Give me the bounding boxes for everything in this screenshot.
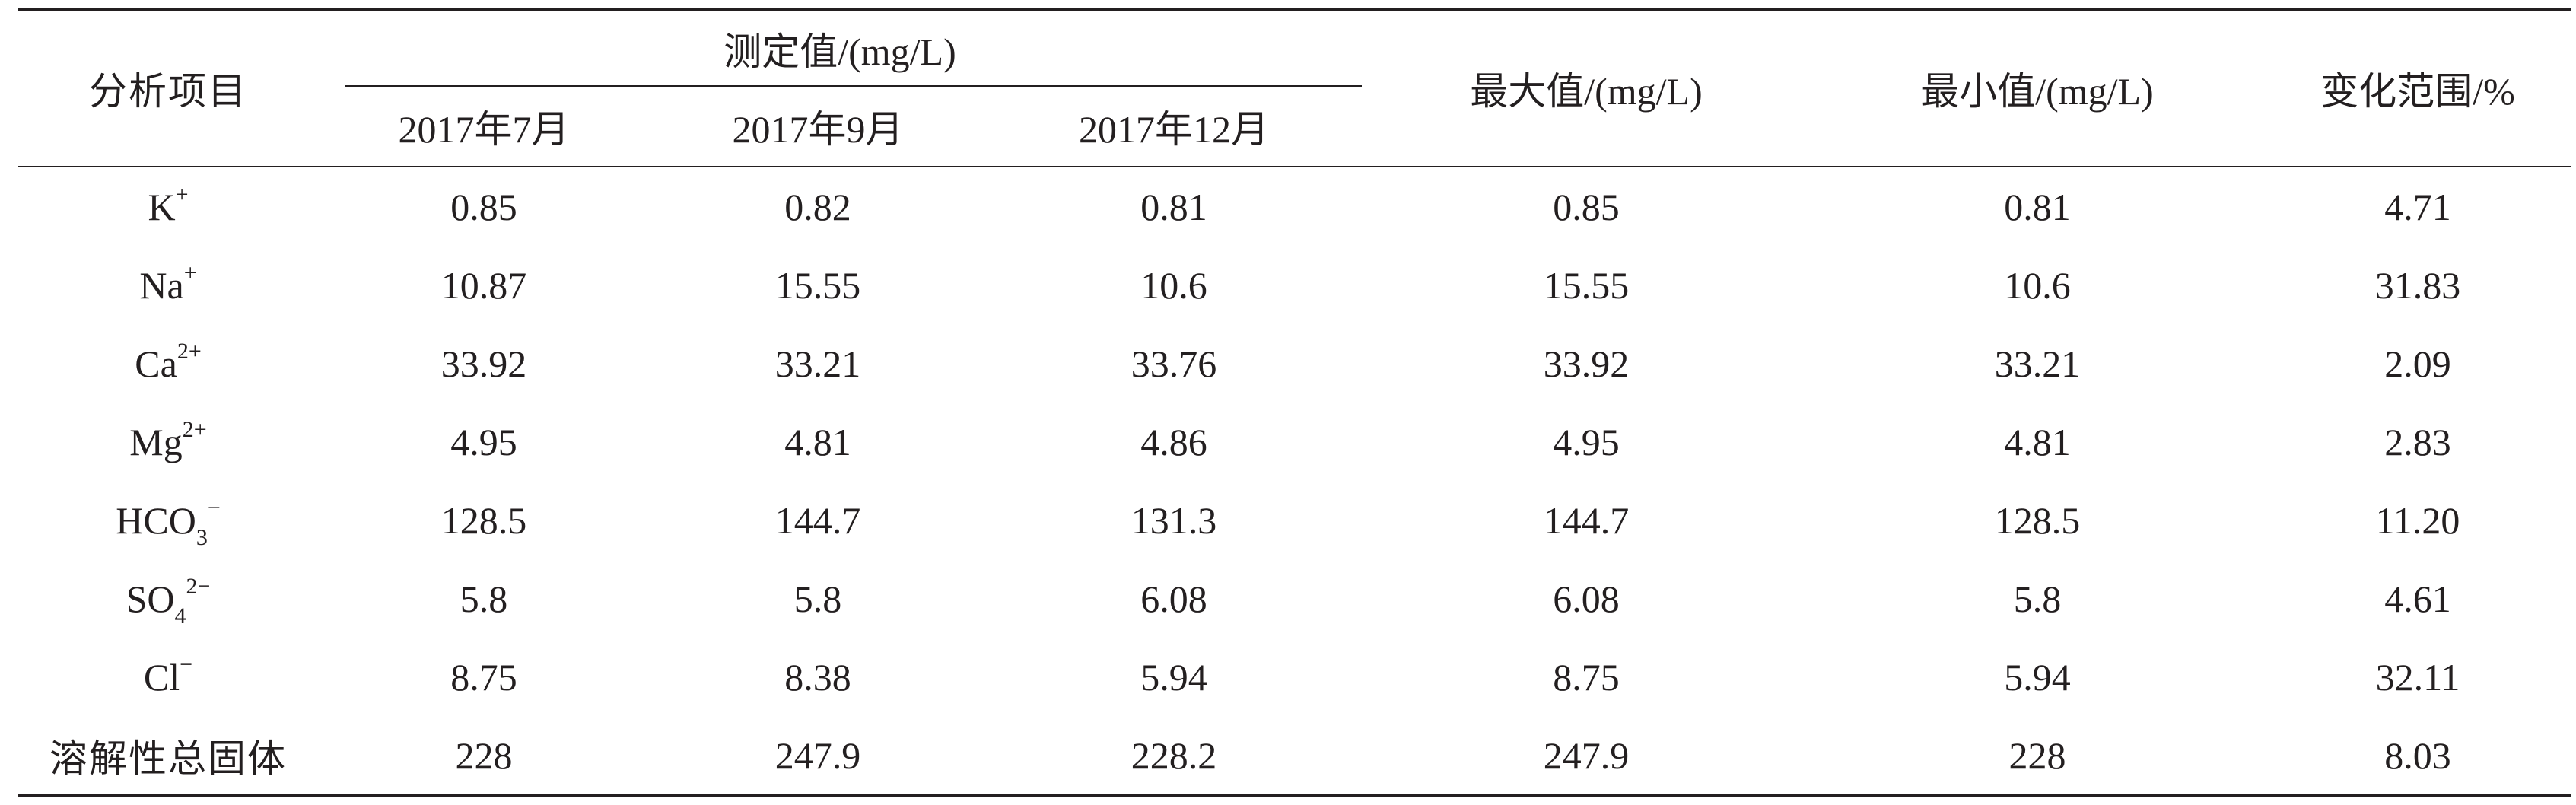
ion-base: Na bbox=[139, 263, 184, 307]
row-item: Mg2+ bbox=[18, 402, 318, 481]
ion-charge: 2− bbox=[186, 573, 211, 599]
data-table: 分析项目 测定值/(mg/L) 最大值/(mg/L) 最小值/(mg/L) 变化… bbox=[18, 8, 2571, 797]
cell-dec: 5.94 bbox=[1140, 655, 1207, 698]
table-body: K+ 0.85 0.82 0.81 0.85 0.81 4.71 Na+ 10.… bbox=[18, 167, 2571, 797]
ion-base: Cl bbox=[143, 655, 180, 698]
cell-dec: 131.3 bbox=[1131, 498, 1217, 542]
cell-dec: 33.76 bbox=[1131, 342, 1217, 385]
header-min: 最小值/(mg/L) bbox=[1811, 8, 2264, 167]
table-header: 分析项目 测定值/(mg/L) 最大值/(mg/L) 最小值/(mg/L) 变化… bbox=[18, 8, 2571, 167]
ion-sub: 3 bbox=[196, 524, 208, 550]
cell-sep: 144.7 bbox=[774, 498, 861, 542]
table-row: Ca2+ 33.92 33.21 33.76 33.92 33.21 2.09 bbox=[18, 324, 2571, 402]
cell-sep: 33.21 bbox=[774, 342, 861, 385]
header-row-1: 分析项目 测定值/(mg/L) 最大值/(mg/L) 最小值/(mg/L) 变化… bbox=[18, 8, 2571, 167]
table-row: Na+ 10.87 15.55 10.6 15.55 10.6 31.83 bbox=[18, 246, 2571, 324]
cell-range: 11.20 bbox=[2375, 498, 2460, 542]
cell-max: 4.95 bbox=[1553, 420, 1620, 463]
cell-dec: 4.86 bbox=[1140, 420, 1207, 463]
row-item: HCO3 − bbox=[18, 481, 318, 559]
table-row: SO42− 5.8 5.8 6.08 6.08 5.8 4.61 bbox=[18, 559, 2571, 638]
ion-base: 溶解性总固体 bbox=[49, 736, 287, 781]
cell-sep: 15.55 bbox=[774, 263, 861, 307]
row-item: Ca2+ bbox=[18, 324, 318, 402]
cell-sep: 0.82 bbox=[784, 185, 851, 228]
cell-max: 6.08 bbox=[1553, 577, 1620, 620]
table-row: 溶解性总固体 228 247.9 228.2 247.9 228 8.03 bbox=[18, 716, 2571, 797]
cell-max: 144.7 bbox=[1543, 498, 1630, 542]
cell-max: 33.92 bbox=[1543, 342, 1630, 385]
cell-dec: 10.6 bbox=[1140, 263, 1207, 307]
cell-min: 5.94 bbox=[2004, 655, 2071, 698]
ion-sub: 4 bbox=[174, 603, 186, 628]
header-row-2: 2017年7月 2017年9月 2017年12月 bbox=[18, 87, 2571, 167]
cell-jul: 0.85 bbox=[450, 185, 517, 228]
row-item: Na+ bbox=[18, 246, 318, 324]
table-row: Cl− 8.75 8.38 5.94 8.75 5.94 32.11 bbox=[18, 638, 2571, 716]
cell-sep: 4.81 bbox=[784, 420, 851, 463]
cell-min: 33.21 bbox=[1994, 342, 2081, 385]
cell-range: 2.83 bbox=[2384, 420, 2451, 463]
header-date-jul: 2017年7月 bbox=[318, 87, 650, 167]
ion-charge: + bbox=[183, 259, 197, 285]
row-item: SO42− bbox=[18, 559, 318, 638]
cell-dec: 228.2 bbox=[986, 716, 1362, 797]
cell-sep: 8.38 bbox=[784, 655, 851, 698]
row-item: 溶解性总固体 bbox=[18, 716, 318, 797]
cell-max: 0.85 bbox=[1553, 185, 1620, 228]
header-range: 变化范围/% bbox=[2264, 8, 2571, 167]
ion-charge: − bbox=[180, 651, 193, 677]
header-date-dec: 2017年12月 bbox=[986, 87, 1362, 167]
cell-max: 247.9 bbox=[1362, 716, 1811, 797]
cell-jul: 5.8 bbox=[460, 577, 508, 620]
ion-charge: 2+ bbox=[177, 338, 202, 364]
cell-jul: 8.75 bbox=[450, 655, 517, 698]
ion-base: Mg bbox=[129, 420, 183, 463]
cell-range: 32.11 bbox=[2375, 655, 2460, 698]
ion-base: SO bbox=[126, 577, 175, 620]
ion-base: Ca bbox=[135, 342, 177, 385]
cell-jul: 33.92 bbox=[440, 342, 527, 385]
cell-jul: 228 bbox=[318, 716, 650, 797]
row-item: K+ bbox=[18, 167, 318, 246]
row-item: Cl− bbox=[18, 638, 318, 716]
cell-jul: 4.95 bbox=[450, 420, 517, 463]
cell-dec: 6.08 bbox=[1140, 577, 1207, 620]
cell-jul: 128.5 bbox=[440, 498, 527, 542]
cell-dec: 0.81 bbox=[1140, 185, 1207, 228]
ion-charge: + bbox=[175, 181, 189, 207]
cell-max: 15.55 bbox=[1543, 263, 1630, 307]
ion-charge: 2+ bbox=[182, 416, 207, 442]
cell-min: 10.6 bbox=[2004, 263, 2071, 307]
cell-min: 5.8 bbox=[2013, 577, 2062, 620]
cell-sep: 247.9 bbox=[650, 716, 986, 797]
header-measured-group: 测定值/(mg/L) bbox=[318, 8, 1362, 87]
header-max: 最大值/(mg/L) bbox=[1362, 8, 1811, 167]
cell-range: 2.09 bbox=[2384, 342, 2451, 385]
cell-jul: 10.87 bbox=[440, 263, 527, 307]
cell-range: 31.83 bbox=[2374, 263, 2461, 307]
cell-min: 0.81 bbox=[2004, 185, 2071, 228]
header-date-sep: 2017年9月 bbox=[650, 87, 986, 167]
ion-base: K bbox=[148, 185, 176, 228]
table-row: HCO3 − 128.5 144.7 131.3 144.7 128.5 11.2… bbox=[18, 481, 2571, 559]
ion-base: HCO bbox=[116, 498, 196, 542]
cell-range: 4.71 bbox=[2384, 185, 2451, 228]
cell-sep: 5.8 bbox=[793, 577, 842, 620]
table-row: Mg2+ 4.95 4.81 4.86 4.95 4.81 2.83 bbox=[18, 402, 2571, 481]
cell-min: 228 bbox=[1811, 716, 2264, 797]
cell-min: 128.5 bbox=[1994, 498, 2081, 542]
table-row: K+ 0.85 0.82 0.81 0.85 0.81 4.71 bbox=[18, 167, 2571, 246]
cell-min: 4.81 bbox=[2004, 420, 2071, 463]
cell-max: 8.75 bbox=[1553, 655, 1620, 698]
cell-range: 8.03 bbox=[2264, 716, 2571, 797]
ion-charge: − bbox=[207, 495, 221, 520]
cell-range: 4.61 bbox=[2384, 577, 2451, 620]
header-item: 分析项目 bbox=[18, 8, 318, 167]
